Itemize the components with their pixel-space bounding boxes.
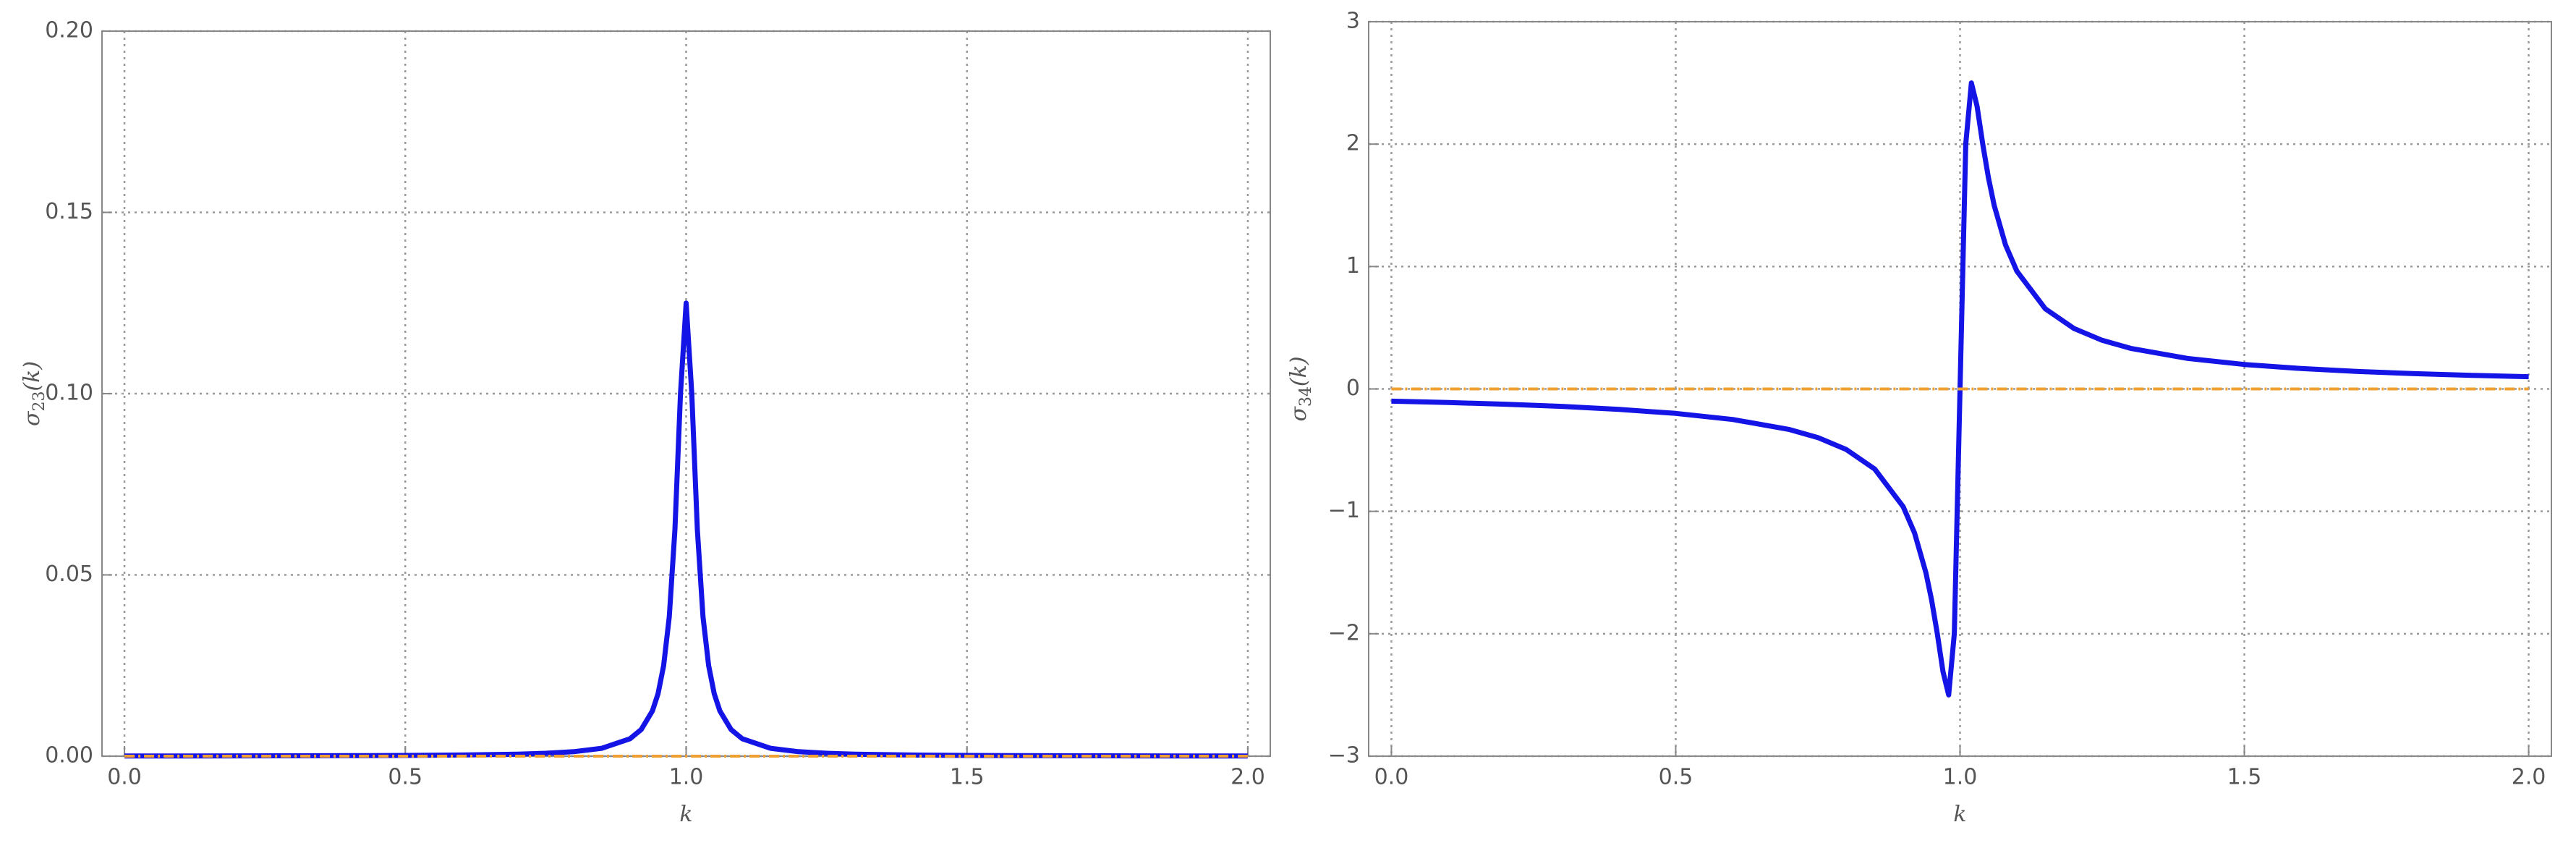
y-tick-label: 0.20 xyxy=(45,18,93,43)
x-tick-label: 2.0 xyxy=(1230,765,1265,790)
y-label-arg: (k) xyxy=(20,361,45,391)
x-axis-label: k xyxy=(1953,802,1966,827)
y-tick-label: −2 xyxy=(1328,620,1360,645)
y-tick-label: −1 xyxy=(1328,498,1360,523)
plot: 0.0 0.5 1.0 1.5 2.0 0.00 0.05 0.10 0.15 0.20 k σ23(… xyxy=(20,18,1271,827)
plot: 0.0 0.5 1.0 1.5 2.0 −3 −2 −1 0 1 2 3 k σ34(k) xyxy=(1286,9,2552,827)
y-label-arg: (k) xyxy=(1286,356,1312,386)
x-tick-label: 1.5 xyxy=(2227,765,2262,790)
y-tick-label: 0 xyxy=(1346,376,1360,401)
y-label-subscript: 23 xyxy=(30,391,48,412)
y-tick-label: 1 xyxy=(1346,253,1360,279)
x-tick-label: 1.5 xyxy=(950,765,985,790)
y-axis-label: σ23(k) xyxy=(20,361,48,426)
x-axis-label: k xyxy=(679,802,692,827)
y-tick-label: −3 xyxy=(1328,743,1360,768)
y-label-symbol: σ xyxy=(1286,406,1312,422)
x-tick-label: 1.0 xyxy=(669,765,704,790)
x-tick-label: 0.0 xyxy=(1374,765,1409,790)
y-tick-label: 0.15 xyxy=(45,199,93,224)
y-tick-label: 0.00 xyxy=(45,743,93,768)
y-label-subscript: 34 xyxy=(1297,386,1315,407)
x-tick-label: 2.0 xyxy=(2512,765,2546,790)
y-tick-label: 2 xyxy=(1346,131,1360,156)
x-tick-label: 0.0 xyxy=(107,765,142,790)
y-label-symbol: σ xyxy=(20,410,45,426)
x-tick-label: 1.0 xyxy=(1943,765,1978,790)
y-axis-label: σ34(k) xyxy=(1286,356,1315,421)
x-tick-label: 0.5 xyxy=(1659,765,1693,790)
y-tick-label: 3 xyxy=(1346,9,1360,34)
x-tick-label: 0.5 xyxy=(388,765,422,790)
plot-frame xyxy=(1368,21,2552,757)
plot-frame xyxy=(101,30,1271,757)
y-tick-label: 0.10 xyxy=(45,381,93,406)
y-tick-label: 0.05 xyxy=(45,562,93,587)
